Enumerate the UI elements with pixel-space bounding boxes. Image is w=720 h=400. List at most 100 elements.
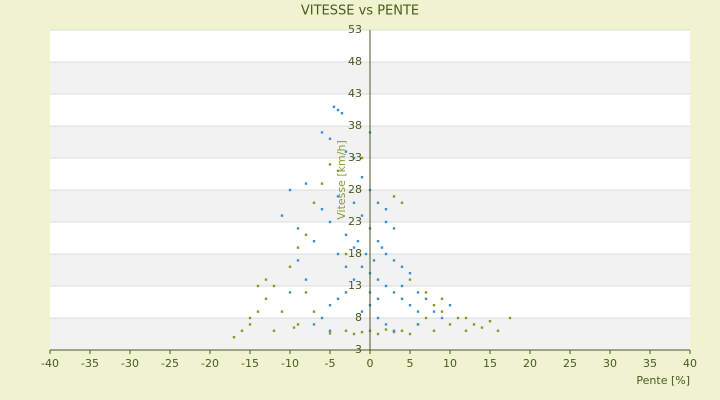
y-axis-title: Vitesse [km/h]: [335, 140, 348, 220]
scatter-point: [384, 220, 388, 224]
scatter-point: [336, 169, 340, 172]
scatter-point: [408, 272, 412, 275]
scatter-point: [296, 259, 300, 262]
scatter-point: [416, 310, 420, 313]
scatter-point: [328, 304, 332, 307]
x-tick-label: 15: [483, 357, 497, 370]
scatter-point: [376, 278, 380, 281]
scatter-point: [360, 310, 364, 313]
scatter-point: [464, 329, 468, 332]
scatter-point: [400, 201, 404, 204]
scatter-point: [320, 182, 324, 185]
scatter-point: [344, 150, 348, 153]
y-tick-label: 3: [355, 343, 362, 356]
scatter-point: [280, 310, 284, 313]
scatter-point: [400, 284, 404, 288]
scatter-point: [272, 329, 276, 332]
scatter-point: [336, 195, 340, 198]
scatter-point: [352, 246, 356, 249]
scatter-point: [384, 328, 388, 331]
scatter-point: [352, 278, 356, 281]
scatter-point: [312, 240, 316, 243]
scatter-point: [232, 336, 236, 339]
scatter-point: [364, 252, 368, 256]
scatter-point: [288, 291, 292, 294]
x-tick-label: 10: [443, 357, 457, 370]
scatter-point: [304, 182, 308, 185]
y-tick-label: 43: [348, 87, 362, 100]
scatter-point: [344, 329, 348, 332]
scatter-point: [376, 316, 380, 320]
scatter-point: [344, 233, 348, 236]
scatter-point: [400, 265, 404, 268]
scatter-point: [384, 208, 388, 211]
y-tick-label: 23: [348, 215, 362, 228]
scatter-point: [360, 265, 364, 268]
x-tick-label: -10: [281, 357, 299, 370]
scatter-point: [296, 323, 300, 326]
scatter-point: [464, 316, 468, 320]
scatter-point: [416, 291, 420, 294]
scatter-point: [372, 259, 376, 262]
scatter-point: [392, 329, 396, 332]
x-tick-label: 30: [603, 357, 617, 370]
scatter-point: [448, 323, 452, 326]
chart-title: VITESSE vs PENTE: [301, 4, 419, 19]
scatter-point: [376, 201, 380, 204]
scatter-point: [384, 284, 388, 288]
x-tick-label: 25: [563, 357, 577, 370]
scatter-point: [424, 297, 428, 300]
scatter-point: [328, 220, 332, 224]
scatter-point: [264, 278, 268, 281]
scatter-point: [312, 310, 316, 313]
scatter-point: [376, 332, 380, 336]
scatter-point: [392, 291, 396, 294]
scatter-point: [488, 320, 492, 323]
scatter-point: [312, 201, 316, 204]
scatter-point: [248, 323, 252, 326]
scatter-point: [332, 105, 336, 108]
scatter-point: [296, 227, 300, 230]
scatter-point: [360, 330, 364, 334]
x-axis-title: Pente [%]: [636, 374, 690, 387]
y-tick-label: 48: [348, 55, 362, 68]
scatter-point: [280, 214, 284, 217]
x-tick-label: 0: [367, 357, 374, 370]
scatter-point: [344, 265, 348, 268]
scatter-point: [328, 332, 332, 335]
x-tick-label: -25: [161, 357, 179, 370]
scatter-point: [440, 316, 444, 320]
x-tick-label: 35: [643, 357, 657, 370]
scatter-point: [408, 332, 412, 336]
scatter-point: [328, 137, 332, 140]
scatter-point: [288, 265, 292, 268]
scatter-point: [384, 323, 388, 326]
scatter-point: [380, 246, 384, 249]
scatter-point: [440, 297, 444, 300]
scatter-point: [448, 304, 452, 307]
scatter-point: [256, 284, 260, 288]
scatter-point: [344, 291, 348, 294]
scatter-point: [304, 291, 308, 294]
y-tick-label: 18: [348, 247, 362, 260]
scatter-point: [272, 284, 276, 288]
scatter-point: [336, 108, 340, 112]
scatter-point: [328, 163, 332, 166]
y-tick-label: 28: [348, 183, 362, 196]
y-tick-label: 13: [348, 279, 362, 292]
scatter-point: [304, 233, 308, 236]
y-tick-label: 38: [348, 119, 362, 132]
scatter-point: [320, 208, 324, 211]
scatter-point: [352, 332, 356, 336]
scatter-point: [408, 278, 412, 281]
x-tick-label: -5: [325, 357, 336, 370]
x-tick-label: 20: [523, 357, 537, 370]
y-tick-label: 8: [355, 311, 362, 324]
scatter-point: [416, 323, 420, 326]
x-tick-label: -30: [121, 357, 139, 370]
scatter-point: [392, 195, 396, 198]
scatter-point: [376, 297, 380, 300]
scatter-point: [432, 304, 436, 307]
x-tick-label: -15: [241, 357, 259, 370]
